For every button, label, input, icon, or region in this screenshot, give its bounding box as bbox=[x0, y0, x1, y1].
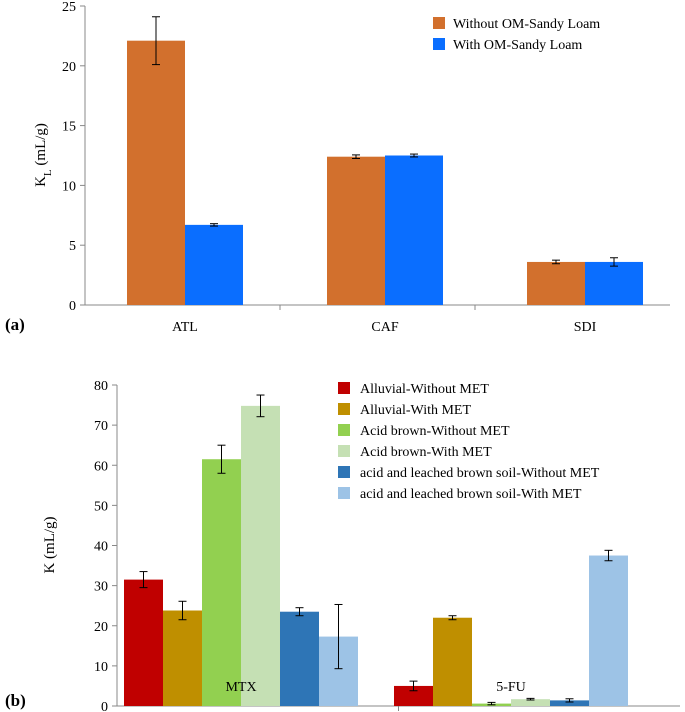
y-tick-label: 10 bbox=[94, 660, 108, 675]
panel-label: (b) bbox=[5, 691, 26, 710]
bar bbox=[124, 579, 163, 706]
legend-swatch bbox=[338, 466, 350, 478]
y-axis-title: K (mL/g) bbox=[42, 516, 58, 573]
y-tick-label: 10 bbox=[62, 179, 76, 194]
x-category-label: SDI bbox=[574, 320, 597, 335]
legend-entry-label: With OM-Sandy Loam bbox=[453, 38, 582, 53]
y-tick-label: 5 bbox=[69, 239, 76, 254]
chart-panel-a: 0 5 10 15 20 25 ATL CAF SDI KL (mL/g) (a) Without O… bbox=[5, 0, 670, 335]
chart-panel-b: 0 10 20 30 40 50 60 70 80 MTX 5-FU K (mL/g) (b) Alluv… bbox=[5, 379, 680, 712]
y-axis-title: KL (mL/g) bbox=[33, 123, 54, 187]
x-category-label: ATL bbox=[172, 320, 198, 335]
bar bbox=[202, 459, 241, 706]
legend-swatch bbox=[433, 17, 445, 29]
y-tick-label: 80 bbox=[94, 379, 108, 394]
bar bbox=[280, 611, 319, 706]
x-category-label: CAF bbox=[371, 320, 398, 335]
y-tick-label: 0 bbox=[101, 700, 108, 712]
y-axis-title-unit: (mL/g) bbox=[42, 516, 58, 562]
y-axis-title-subscript: L bbox=[42, 169, 54, 176]
bar bbox=[550, 700, 589, 706]
y-tick-label: 60 bbox=[94, 459, 108, 474]
bar bbox=[185, 224, 243, 305]
legend-entry-label: Alluvial-With MET bbox=[360, 403, 471, 418]
y-axis-title-main: K bbox=[42, 563, 58, 574]
legend-entry-label: Without OM-Sandy Loam bbox=[453, 17, 600, 32]
panel-label: (a) bbox=[5, 315, 25, 334]
legend-swatch bbox=[338, 487, 350, 499]
y-tick-label: 20 bbox=[62, 60, 76, 75]
bar bbox=[327, 156, 385, 305]
bar bbox=[585, 261, 643, 305]
bar bbox=[511, 699, 550, 706]
bar bbox=[163, 610, 202, 706]
bar bbox=[394, 685, 433, 706]
y-tick-label: 70 bbox=[94, 419, 108, 434]
y-tick-label: 50 bbox=[94, 499, 108, 514]
legend-swatch bbox=[338, 445, 350, 457]
y-tick-label: 0 bbox=[69, 299, 76, 314]
legend-entry-label: Acid brown-Without MET bbox=[360, 424, 510, 439]
legend-swatch bbox=[338, 424, 350, 436]
bar bbox=[241, 405, 280, 706]
legend-swatch bbox=[433, 38, 445, 50]
y-axis-title-main: K bbox=[33, 176, 49, 187]
legend-entry-label: acid and leached brown soil-With MET bbox=[360, 487, 582, 502]
x-category-label: 5-FU bbox=[496, 680, 526, 695]
legend-entry-label: Alluvial-Without MET bbox=[360, 382, 489, 397]
y-tick-label: 15 bbox=[62, 120, 76, 135]
y-tick-label: 25 bbox=[62, 0, 76, 15]
bar bbox=[433, 617, 472, 706]
bar bbox=[385, 155, 443, 305]
legend-swatch bbox=[338, 403, 350, 415]
y-tick-label: 30 bbox=[94, 580, 108, 595]
legend-entry-label: acid and leached brown soil-Without MET bbox=[360, 466, 600, 481]
legend-swatch bbox=[338, 382, 350, 394]
y-tick-label: 20 bbox=[94, 620, 108, 635]
y-axis-title-unit: (mL/g) bbox=[33, 123, 49, 169]
legend-entry-label: Acid brown-With MET bbox=[360, 445, 492, 460]
bar bbox=[589, 555, 628, 706]
legend: Without OM-Sandy Loam With OM-Sandy Loam bbox=[433, 17, 600, 53]
y-tick-label: 40 bbox=[94, 540, 108, 555]
bar bbox=[127, 40, 185, 306]
x-category-label: MTX bbox=[225, 680, 256, 695]
legend: Alluvial-Without MET Alluvial-With MET Aci… bbox=[338, 382, 600, 502]
bar bbox=[527, 261, 585, 305]
